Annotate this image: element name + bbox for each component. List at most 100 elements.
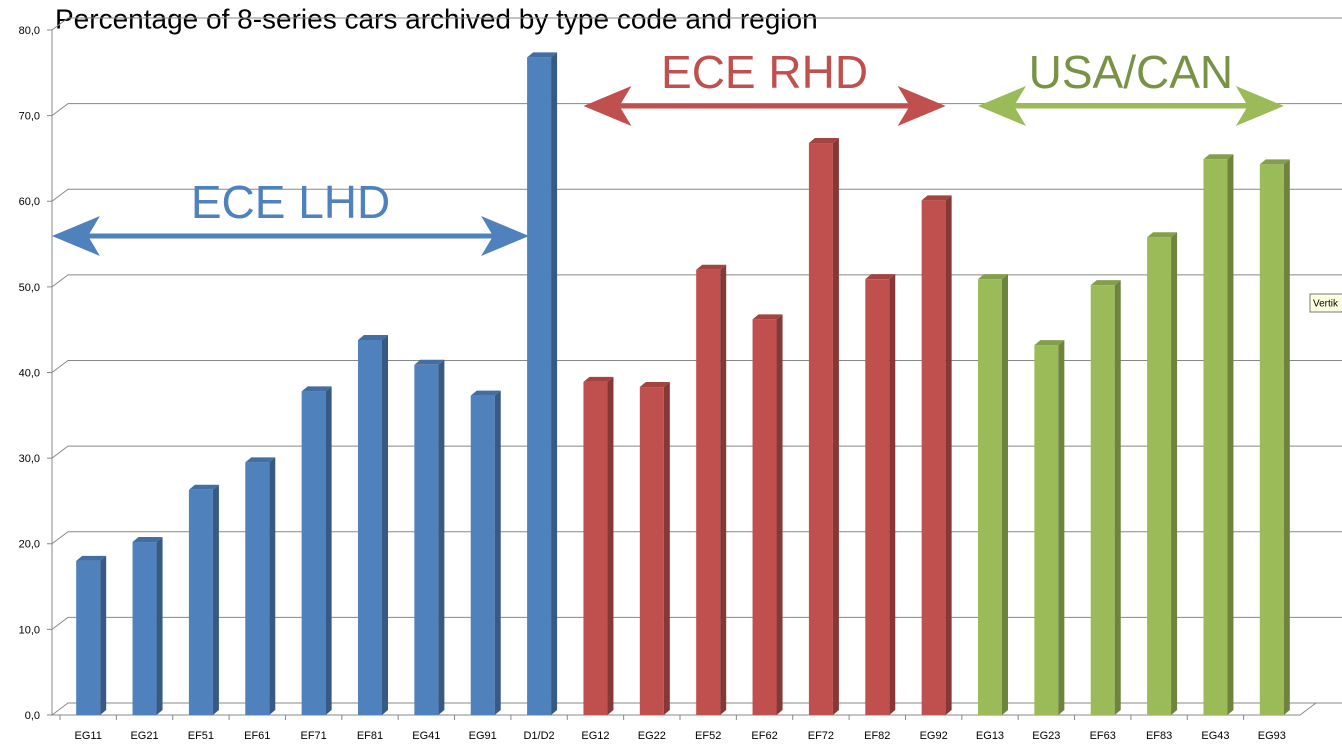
arrow-head [1235,86,1284,126]
x-tick-label: EF62 [751,730,777,742]
bar-side [832,138,839,715]
bar-front [752,319,777,715]
bar [583,376,614,715]
bar-top [1034,340,1065,346]
bar-side [1171,232,1178,715]
y-tick-label: 10,0 [19,624,40,636]
bar-front [132,542,157,715]
x-tick-label: EG23 [1032,730,1060,742]
arrow-head [978,86,1026,126]
bar-top [358,334,388,340]
bar [1259,159,1290,715]
tooltip: Vertik [1313,299,1339,310]
bar-top [188,484,219,490]
x-tick-label: EG41 [412,730,440,742]
bar [865,274,896,715]
y-tick-label: 30,0 [19,453,40,465]
bar-side [156,537,163,715]
bar-top [921,195,952,201]
bar-front [301,391,326,715]
bar-top [808,138,839,144]
grid-line [51,360,1342,373]
bar-top [865,274,896,280]
bar-side [1058,340,1065,715]
bar-top [132,537,163,543]
grid-line [51,531,1342,545]
arrow-head [583,86,632,126]
bar-front [188,489,213,715]
region-label: ECE RHD [661,46,868,98]
bar-top [752,314,783,320]
grid-line [51,188,1342,202]
x-tick-label: EF83 [1146,730,1172,742]
x-tick-label: EF81 [357,730,383,742]
y-tick-label: 20,0 [19,539,40,551]
bar-front [921,200,946,716]
x-tick-label: EF71 [300,730,326,742]
bar-top [639,382,670,388]
bar [639,382,670,715]
bar [245,457,276,715]
x-tick-label: EF82 [864,730,890,742]
bar-front [1203,159,1228,715]
floor [52,702,1317,716]
x-tick-label: EG13 [976,730,1004,742]
bar-top [1203,154,1234,160]
bar [358,334,388,715]
arrow-head [481,216,530,256]
bar-top [301,386,332,392]
bar-side [494,390,501,715]
bar [188,484,219,715]
x-tick-label: EF51 [188,730,214,742]
bar [1147,232,1178,715]
bar [808,138,839,715]
bar-side [325,386,332,715]
bar-side [438,359,445,715]
bar-front [639,387,664,715]
x-tick-label: EF63 [1090,730,1116,742]
region-label: ECE LHD [191,176,390,228]
bar [1203,154,1234,715]
bar [301,386,332,715]
grid-line [51,616,1342,630]
bar-top [527,52,558,58]
x-tick-label: EG12 [581,730,609,742]
bar-front [1034,345,1059,715]
bar-side [269,457,276,715]
y-tick-label: 40,0 [19,367,40,379]
bar-front [1147,237,1172,715]
x-tick-label: D1/D2 [523,730,554,742]
bar [1090,280,1121,715]
bar-top [696,264,727,270]
bar-side [551,52,558,715]
bar-top [978,274,1008,280]
grid-line [51,445,1342,459]
bar-front [978,279,1002,715]
x-tick-label: EG11 [75,730,102,742]
bar-side [663,382,670,715]
bar [696,264,727,715]
x-tick-label: EG92 [920,730,948,742]
bar [921,195,952,716]
bar-side [1002,274,1008,715]
bar-front [470,395,495,715]
bar [752,314,783,715]
x-tick-label: EG21 [130,730,158,742]
bar-front [808,143,833,715]
bar-top [414,359,445,365]
bar-top [1259,159,1290,165]
bar-side [100,555,107,715]
bar-top [76,555,107,561]
bar-front [696,269,721,715]
bar-top [1090,280,1121,286]
bar [1034,340,1065,715]
y-tick-label: 50,0 [19,282,40,294]
bar-side [720,264,727,715]
bar-side [382,334,388,715]
bar [527,52,558,715]
bar [978,274,1008,715]
x-tick-label: EG22 [638,730,666,742]
bar-front [527,57,552,715]
bar-side [776,314,783,715]
